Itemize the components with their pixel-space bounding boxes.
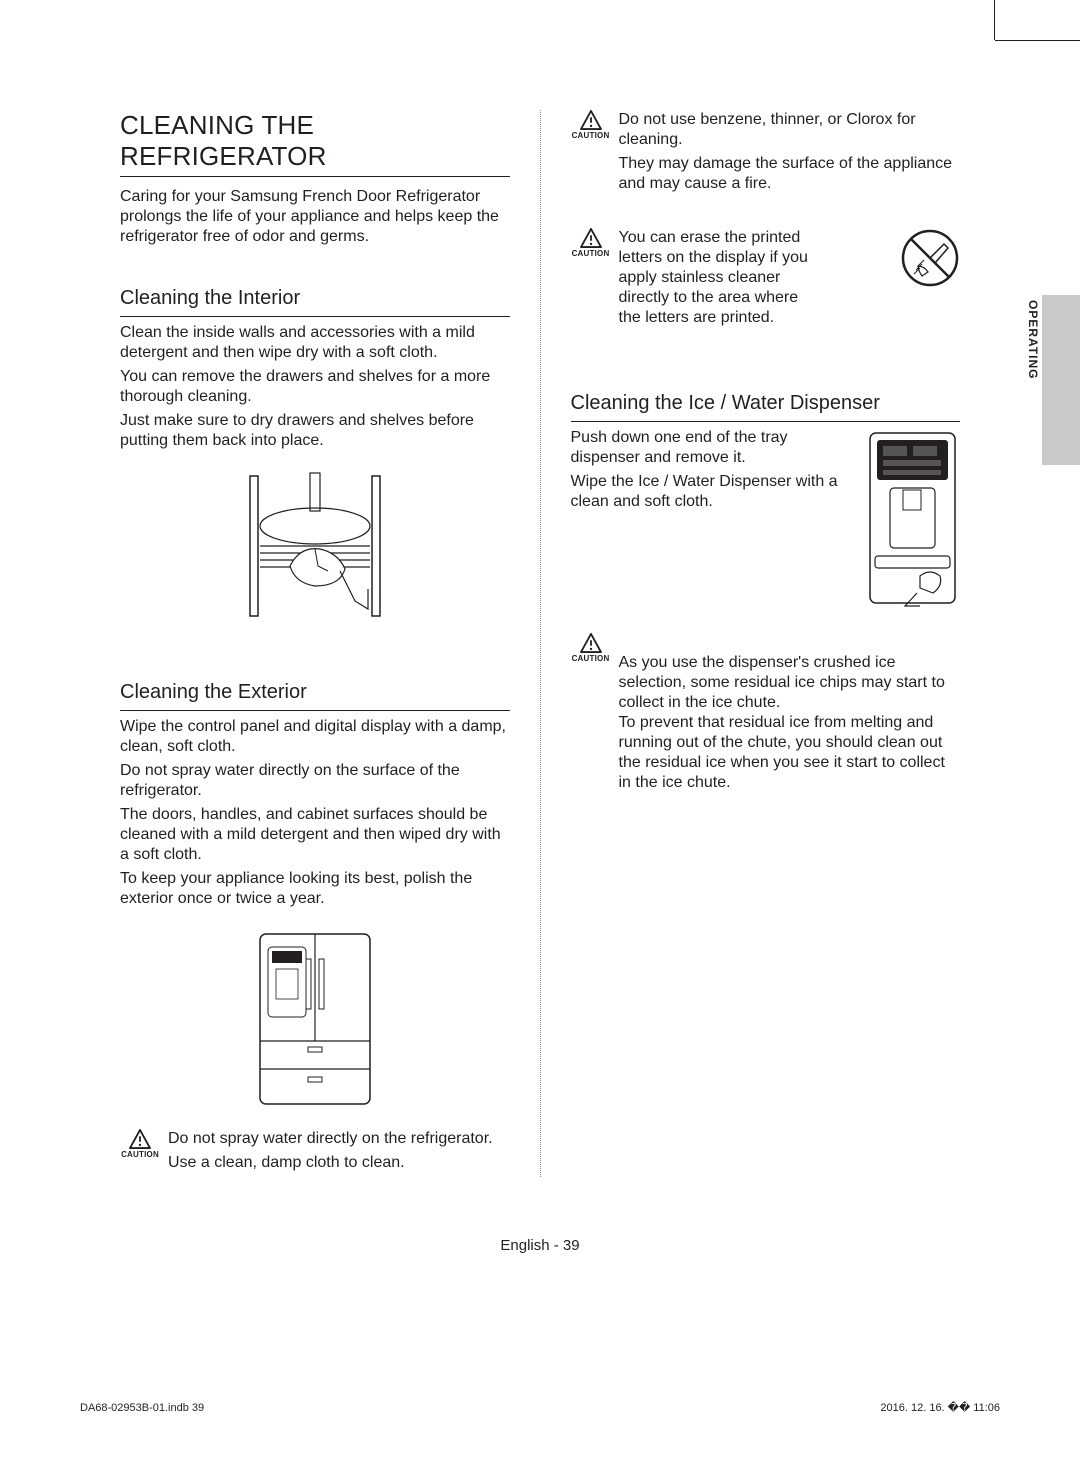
caution-icon: CAUTION xyxy=(571,110,611,140)
caution-benzene-l2: They may damage the surface of the appli… xyxy=(619,154,961,194)
caution-spray-l1: Do not spray water directly on the refri… xyxy=(168,1129,510,1149)
caution-label: CAUTION xyxy=(572,654,610,663)
no-spray-figure xyxy=(900,228,960,293)
exterior-heading: Cleaning the Exterior xyxy=(120,681,510,711)
caution-label: CAUTION xyxy=(572,131,610,140)
caution-label: CAUTION xyxy=(572,249,610,258)
exterior-p3: The doors, handles, and cabinet surfaces… xyxy=(120,805,510,865)
crop-mark xyxy=(994,0,995,40)
caution-benzene-l1: Do not use benzene, thinner, or Clorox f… xyxy=(619,110,961,150)
interior-p1: Clean the inside walls and accessories w… xyxy=(120,323,510,363)
exterior-p2: Do not spray water directly on the surfa… xyxy=(120,761,510,801)
caution-icon: CAUTION xyxy=(571,228,611,258)
dispenser-p1: Push down one end of the tray dispenser … xyxy=(571,428,856,468)
section-tab-label: OPERATING xyxy=(1026,300,1040,379)
exterior-p1: Wipe the control panel and digital displ… xyxy=(120,717,510,757)
dispenser-heading: Cleaning the Ice / Water Dispenser xyxy=(571,392,961,422)
footer-timestamp: 2016. 12. 16. �� 11:06 xyxy=(880,1401,1000,1414)
dispenser-figure xyxy=(865,428,960,613)
page-number: English - 39 xyxy=(0,1237,1080,1254)
column-divider xyxy=(540,110,541,1177)
interior-figure xyxy=(120,471,510,621)
interior-p2: You can remove the drawers and shelves f… xyxy=(120,367,510,407)
crop-mark xyxy=(995,40,1080,41)
intro-text: Caring for your Samsung French Door Refr… xyxy=(120,187,510,247)
caution-display: You can erase the printed letters on the… xyxy=(619,228,819,328)
dispenser-p2: Wipe the Ice / Water Dispenser with a cl… xyxy=(571,472,856,512)
exterior-figure xyxy=(120,929,510,1109)
exterior-p4: To keep your appliance looking its best,… xyxy=(120,869,510,909)
caution-label: CAUTION xyxy=(121,1150,159,1159)
caution-icon: CAUTION xyxy=(120,1129,160,1159)
caution-chute: As you use the dispenser's crushed ice s… xyxy=(619,653,961,793)
caution-icon: CAUTION xyxy=(571,633,611,663)
caution-spray-l2: Use a clean, damp cloth to clean. xyxy=(168,1153,510,1173)
footer-filename: DA68-02953B-01.indb 39 xyxy=(80,1402,204,1414)
interior-heading: Cleaning the Interior xyxy=(120,287,510,317)
page-title: CLEANING THE REFRIGERATOR xyxy=(120,110,510,177)
section-tab xyxy=(1042,295,1080,465)
interior-p3: Just make sure to dry drawers and shelve… xyxy=(120,411,510,451)
